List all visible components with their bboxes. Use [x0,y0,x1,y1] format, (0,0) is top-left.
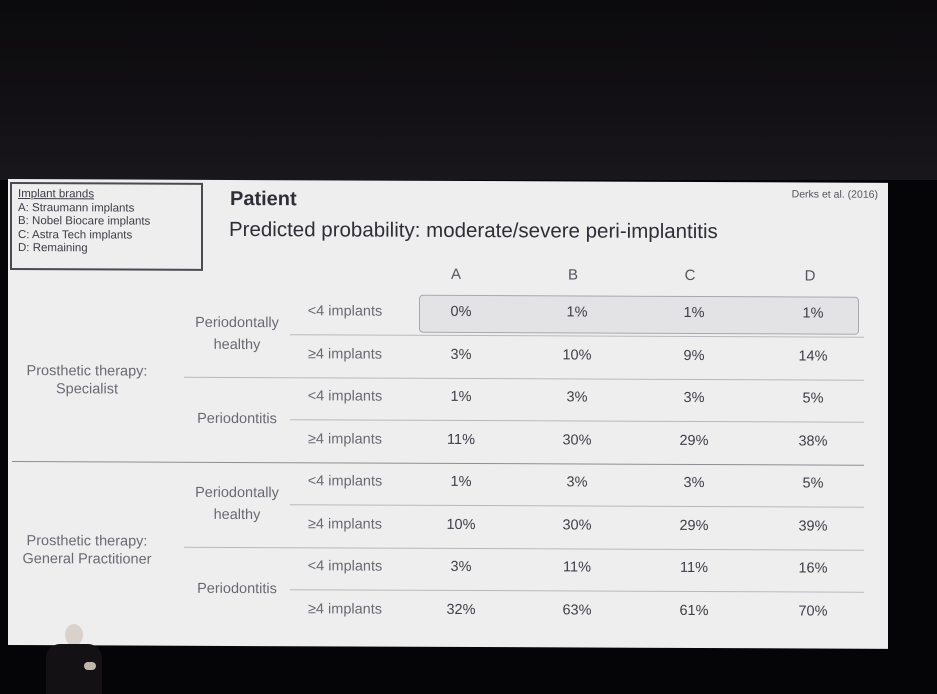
probability-cell: 39% [798,517,828,535]
group-label-line: Prosthetic therapy: [26,362,148,380]
condition-label: Periodontitis [182,408,292,430]
probability-cell: 16% [798,560,828,577]
legend-item-d: D: Remaining [18,242,88,255]
probability-cell: 11% [447,431,475,448]
legend-title: Implant brands [18,188,95,201]
slide-subtitle: Predicted probability: moderate/severe p… [229,217,718,244]
probability-cell: 11% [563,559,591,576]
probability-cell: 29% [679,517,709,534]
legend-item-a: A: Straumann implants [18,201,135,215]
probability-cell: 1% [683,304,705,322]
probability-cell: 9% [683,347,705,364]
probability-cell: 38% [798,432,828,450]
condition-label-line: Periodontitis [197,581,277,598]
condition-label-line: Periodontally [195,485,279,502]
implant-count-label: <4 implants [307,388,383,405]
row-divider [184,376,864,381]
row-divider [290,504,864,508]
probability-cell: 5% [802,475,824,492]
probability-cell: 3% [450,346,472,363]
presentation-slide: Implant brands A: Straumann implants B: … [8,179,888,649]
implant-brands-legend: Implant brands A: Straumann implants B: … [10,182,203,271]
probability-cell: 1% [566,304,588,321]
group-label-line: General Practitioner [22,550,152,568]
column-header-d: D [804,267,816,285]
probability-cell: 70% [798,602,828,620]
probability-cell: 3% [566,389,588,406]
legend-item-b: B: Nobel Biocare implants [18,215,151,228]
probability-cell: 29% [679,432,709,449]
probability-cell: 3% [683,389,705,407]
auditorium-background [0,0,937,180]
row-divider [184,546,864,551]
legend-item-c: C: Astra Tech implants [18,228,133,242]
implant-count-label: <4 implants [307,473,383,490]
implant-count-label: <4 implants [307,558,383,575]
condition-label: Periodontally healthy [182,482,292,526]
probability-cell: 3% [450,558,472,576]
condition-label-line: Periodontally [195,315,279,332]
probability-cell: 3% [566,474,588,491]
probability-cell: 30% [562,431,592,449]
implant-count-label: <4 implants [307,303,383,320]
citation: Derks et al. (2016) [791,188,878,201]
condition-label-line: healthy [213,507,261,524]
probability-cell: 1% [802,305,824,322]
column-header-b: B [567,266,578,284]
implant-count-label: ≥4 implants [307,345,383,363]
row-divider [12,460,864,466]
group-label-line: Prosthetic therapy: [26,532,148,550]
probability-cell: 3% [683,474,705,492]
condition-label-line: Periodontitis [197,411,277,428]
condition-label: Periodontitis [182,578,292,600]
probability-cell: 1% [450,388,472,406]
probability-cell: 10% [562,346,592,364]
presenter-head [65,624,83,646]
presenter-hand [84,662,96,670]
slide-title: Patient [230,187,297,211]
implant-count-label: ≥4 implants [307,430,383,448]
row-divider [290,334,864,338]
row-divider [290,589,864,593]
condition-label: Periodontally healthy [182,312,292,356]
column-header-c: C [684,266,696,284]
implant-count-label: ≥4 implants [307,515,383,533]
probability-cell: 5% [802,390,824,407]
probability-cell: 11% [680,559,708,577]
probability-cell: 0% [450,303,472,321]
row-divider [290,419,864,423]
condition-label-line: healthy [213,337,261,354]
probability-cell: 61% [679,602,709,619]
probability-cell: 14% [798,347,828,365]
probability-cell: 1% [450,473,472,491]
prosthetic-therapy-label: Prosthetic therapy: General Practitioner [2,532,172,569]
probability-cell: 32% [446,601,476,618]
group-label-line: Specialist [55,380,119,398]
probability-cell: 30% [562,516,592,534]
probability-cell: 10% [446,516,476,533]
implant-count-label: ≥4 implants [307,600,383,618]
probability-cell: 63% [562,601,592,619]
prosthetic-therapy-label: Prosthetic therapy: Specialist [2,362,172,399]
presenter-silhouette [30,622,102,694]
column-header-a: A [450,265,461,283]
